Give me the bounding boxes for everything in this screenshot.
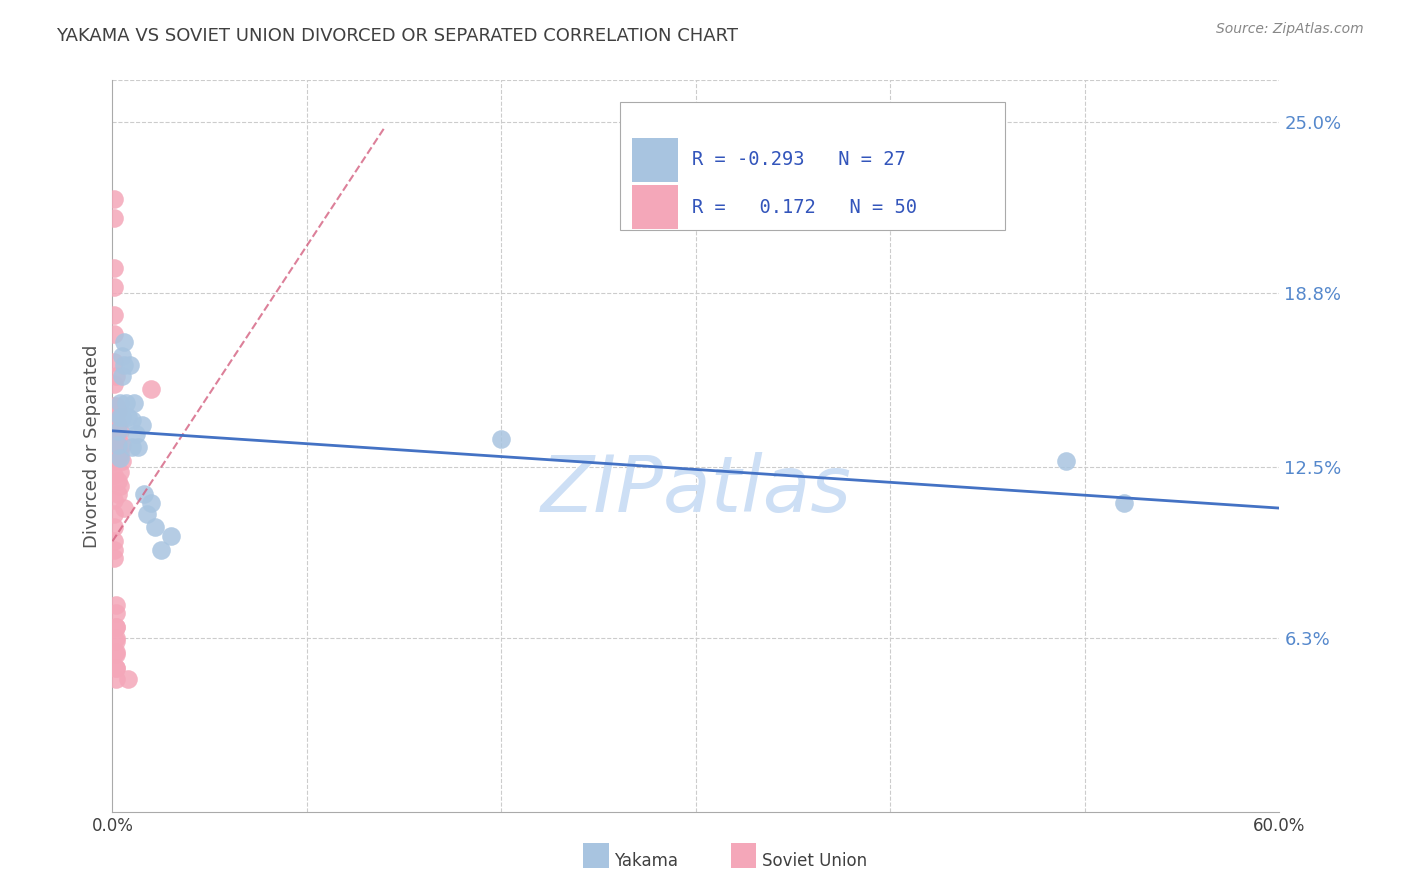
Point (107, 437, 129, 451)
Y-axis label: Divorced or Separated: Divorced or Separated (83, 344, 101, 548)
Text: YAKAMA VS SOVIET UNION DIVORCED OR SEPARATED CORRELATION CHART: YAKAMA VS SOVIET UNION DIVORCED OR SEPAR… (56, 27, 738, 45)
Point (107, 424, 129, 438)
Point (105, 631, 128, 645)
Point (103, 542, 125, 557)
Point (132, 487, 155, 501)
Point (110, 424, 132, 438)
Point (111, 454, 134, 468)
Point (121, 441, 143, 455)
Point (1112, 495, 1135, 509)
Point (103, 308, 125, 322)
Point (112, 501, 135, 516)
Point (103, 550, 125, 565)
Point (105, 399, 128, 413)
Point (103, 413, 125, 427)
Point (111, 349, 134, 363)
Point (103, 534, 125, 549)
Point (103, 192, 125, 206)
Point (150, 542, 173, 557)
Point (103, 211, 125, 226)
Point (103, 399, 125, 413)
Point (107, 418, 129, 433)
Point (115, 396, 138, 410)
Point (103, 260, 125, 275)
Point (118, 358, 141, 372)
Point (111, 410, 134, 425)
Point (125, 426, 148, 441)
Point (105, 620, 128, 634)
Point (110, 410, 132, 425)
Point (112, 358, 135, 372)
Point (111, 368, 134, 383)
Point (141, 383, 163, 397)
Point (105, 648, 128, 662)
Point (143, 520, 166, 534)
FancyBboxPatch shape (620, 103, 1005, 230)
Point (141, 495, 163, 509)
Point (121, 413, 143, 427)
Point (107, 474, 129, 488)
Point (103, 280, 125, 294)
Text: Source: ZipAtlas.com: Source: ZipAtlas.com (1216, 22, 1364, 37)
Point (105, 432, 128, 446)
Point (107, 432, 129, 446)
Bar (631, 138, 679, 182)
Point (105, 645, 128, 659)
Point (105, 661, 128, 675)
Point (117, 672, 139, 686)
Point (112, 335, 135, 350)
Point (110, 396, 132, 410)
Point (117, 410, 139, 425)
Point (103, 426, 125, 441)
Text: R = -0.293   N = 27: R = -0.293 N = 27 (693, 151, 907, 169)
Point (103, 446, 125, 460)
Point (103, 355, 125, 369)
Point (110, 479, 132, 493)
Point (110, 451, 132, 466)
Point (1054, 454, 1077, 468)
Text: ZIPatlas: ZIPatlas (540, 452, 852, 528)
Point (103, 376, 125, 391)
Point (103, 520, 125, 534)
Point (105, 598, 128, 612)
Point (122, 396, 145, 410)
Point (160, 529, 183, 543)
Point (110, 446, 132, 460)
Point (127, 441, 149, 455)
Point (105, 661, 128, 675)
Point (103, 507, 125, 521)
Point (105, 606, 128, 620)
Point (110, 465, 132, 479)
Text: Soviet Union: Soviet Union (762, 852, 868, 870)
Text: R =   0.172   N = 50: R = 0.172 N = 50 (693, 198, 918, 217)
Point (491, 432, 513, 446)
Point (107, 451, 129, 466)
Point (105, 672, 128, 686)
Point (103, 492, 125, 507)
Point (103, 454, 125, 468)
Point (105, 633, 128, 648)
Point (103, 327, 125, 342)
Point (107, 404, 129, 418)
Point (105, 620, 128, 634)
Point (107, 487, 129, 501)
Point (103, 467, 125, 482)
Point (105, 368, 128, 383)
Point (131, 418, 153, 433)
Text: Yakama: Yakama (614, 852, 679, 870)
Bar (631, 186, 679, 229)
Point (111, 437, 134, 451)
Point (105, 413, 128, 427)
Point (136, 507, 159, 521)
